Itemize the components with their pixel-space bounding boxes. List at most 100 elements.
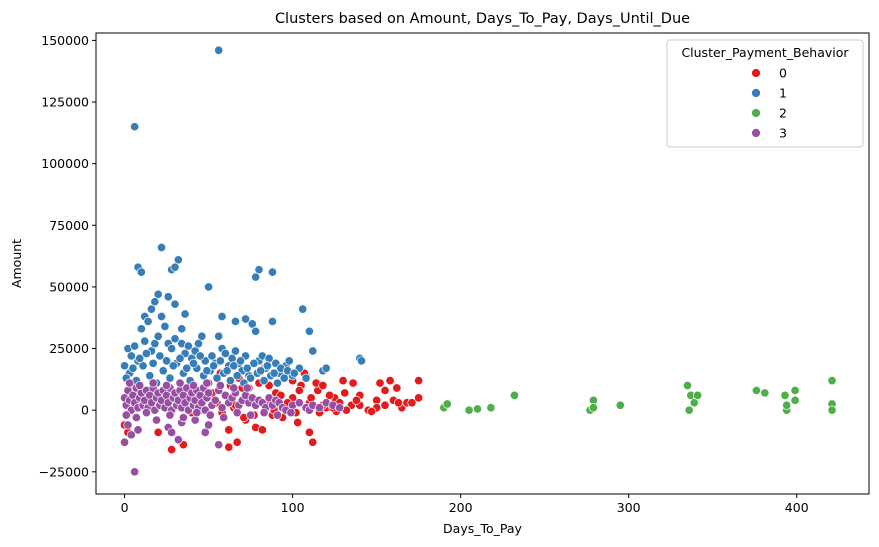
scatter-point-cluster-0 xyxy=(294,385,304,396)
scatter-point-cluster-1 xyxy=(162,356,172,366)
scatter-point-cluster-1 xyxy=(138,361,148,371)
legend-label-3: 3 xyxy=(779,126,787,141)
legend-entries: 0 1 2 3 xyxy=(751,66,787,141)
scatter-point-cluster-1 xyxy=(170,262,180,272)
scatter-point-cluster-0 xyxy=(304,427,314,437)
scatter-point-cluster-1 xyxy=(217,311,227,322)
scatter-point-cluster-2 xyxy=(615,400,625,410)
scatter-point-cluster-1 xyxy=(193,339,204,349)
scatter-point-cluster-1 xyxy=(155,351,165,361)
scatter-point-cluster-3 xyxy=(242,383,252,393)
scatter-point-cluster-3 xyxy=(165,410,175,420)
legend-box xyxy=(666,39,864,148)
scatter-point-cluster-1 xyxy=(225,376,235,386)
y-tick-label: 100000 xyxy=(41,156,89,171)
scatter-point-cluster-2 xyxy=(790,395,800,405)
scatter-point-cluster-1 xyxy=(148,358,158,368)
scatter-point-cluster-3 xyxy=(314,403,325,413)
scatter-point-cluster-1 xyxy=(150,339,160,349)
scatter-point-cluster-1 xyxy=(126,351,136,361)
scatter-point-cluster-3 xyxy=(188,380,199,391)
scatter-point-cluster-3 xyxy=(133,425,143,435)
scatter-point-cluster-1 xyxy=(136,324,146,334)
scatter-point-cluster-1 xyxy=(140,336,150,346)
x-axis-label: Days_To_Pay xyxy=(443,521,522,536)
scatter-point-cluster-1 xyxy=(298,304,308,314)
scatter-point-cluster-1 xyxy=(259,376,269,386)
scatter-point-cluster-1 xyxy=(284,356,294,366)
y-tick-label: 25000 xyxy=(49,341,89,356)
scatter-point-cluster-3 xyxy=(123,420,133,430)
scatter-point-cluster-3 xyxy=(141,408,151,418)
scatter-point-cluster-1 xyxy=(272,378,283,388)
scatter-point-cluster-3 xyxy=(173,435,183,445)
scatter-point-cluster-1 xyxy=(209,361,219,371)
scatter-point-cluster-1 xyxy=(163,292,173,302)
scatter-point-cluster-0 xyxy=(392,383,402,393)
scatter-point-cluster-1 xyxy=(130,341,140,351)
scatter-point-cluster-0 xyxy=(257,425,267,435)
scatter-point-cluster-3 xyxy=(219,413,229,423)
legend-title: Cluster_Payment_Behavior xyxy=(681,45,849,60)
scatter-point-cluster-3 xyxy=(151,415,162,425)
x-tick-label: 300 xyxy=(617,500,641,515)
scatter-point-cluster-1 xyxy=(321,363,331,373)
scatter-point-cluster-2 xyxy=(760,388,770,398)
plot-frame xyxy=(95,32,870,495)
scatter-point-cluster-3 xyxy=(131,413,141,423)
scatter-point-cluster-0 xyxy=(351,395,362,405)
scatter-point-cluster-0 xyxy=(224,425,234,435)
scatter-point-cluster-3 xyxy=(205,410,215,420)
scatter-point-cluster-1 xyxy=(235,356,246,366)
x-tick-label: 100 xyxy=(281,500,305,515)
scatter-point-cluster-0 xyxy=(385,376,395,386)
scatter-point-cluster-0 xyxy=(308,437,318,447)
x-tick-label: 200 xyxy=(449,500,473,515)
scatter-point-cluster-1 xyxy=(180,309,190,319)
scatter-point-cluster-2 xyxy=(780,390,790,400)
scatter-point-cluster-2 xyxy=(442,399,452,409)
y-axis-label: Amount xyxy=(9,239,24,288)
scatter-point-cluster-0 xyxy=(380,385,390,396)
scatter-point-cluster-1 xyxy=(168,361,178,371)
scatter-point-cluster-3 xyxy=(200,427,210,437)
scatter-point-cluster-3 xyxy=(135,380,145,391)
scatter-point-cluster-2 xyxy=(588,403,598,413)
scatter-point-cluster-2 xyxy=(464,405,474,415)
scatter-point-cluster-1 xyxy=(267,267,277,277)
scatter-point-cluster-3 xyxy=(259,408,269,418)
scatter-point-cluster-1 xyxy=(153,289,163,299)
scatter-point-cluster-0 xyxy=(380,400,390,410)
y-tick-label: 50000 xyxy=(49,279,89,294)
y-tick-label: 125000 xyxy=(41,95,89,110)
scatter-point-cluster-1 xyxy=(141,348,151,359)
scatter-point-cluster-1 xyxy=(130,122,140,132)
y-tick-label: 0 xyxy=(81,403,89,418)
scatter-point-cluster-1 xyxy=(165,373,175,383)
scatter-point-cluster-1 xyxy=(195,351,205,361)
scatter-point-cluster-2 xyxy=(472,404,483,414)
legend-label-0: 0 xyxy=(779,66,787,81)
scatter-point-cluster-0 xyxy=(338,376,348,386)
scatter-point-cluster-1 xyxy=(269,368,279,378)
scatter-point-cluster-1 xyxy=(230,316,241,326)
scatter-point-cluster-3 xyxy=(130,467,140,477)
scatter-point-cluster-3 xyxy=(210,395,220,405)
scatter-point-cluster-2 xyxy=(684,405,694,415)
scatter-point-cluster-0 xyxy=(414,393,424,403)
scatter-point-cluster-1 xyxy=(153,331,163,341)
scatter-point-cluster-1 xyxy=(146,304,157,314)
x-tick-label: 0 xyxy=(121,500,129,515)
scatter-point-cluster-3 xyxy=(148,378,158,388)
y-tick-label: 75000 xyxy=(49,218,89,233)
scatter-point-cluster-1 xyxy=(160,321,170,331)
scatter-point-cluster-0 xyxy=(393,398,404,408)
scatter-point-cluster-1 xyxy=(249,358,259,368)
scatter-point-cluster-1 xyxy=(183,341,193,351)
scatter-point-cluster-0 xyxy=(414,376,424,386)
scatter-point-cluster-1 xyxy=(202,366,212,376)
scatter-point-cluster-0 xyxy=(318,380,328,391)
chart-title: Clusters based on Amount, Days_To_Pay, D… xyxy=(275,11,690,27)
scatter-point-cluster-1 xyxy=(170,334,180,344)
